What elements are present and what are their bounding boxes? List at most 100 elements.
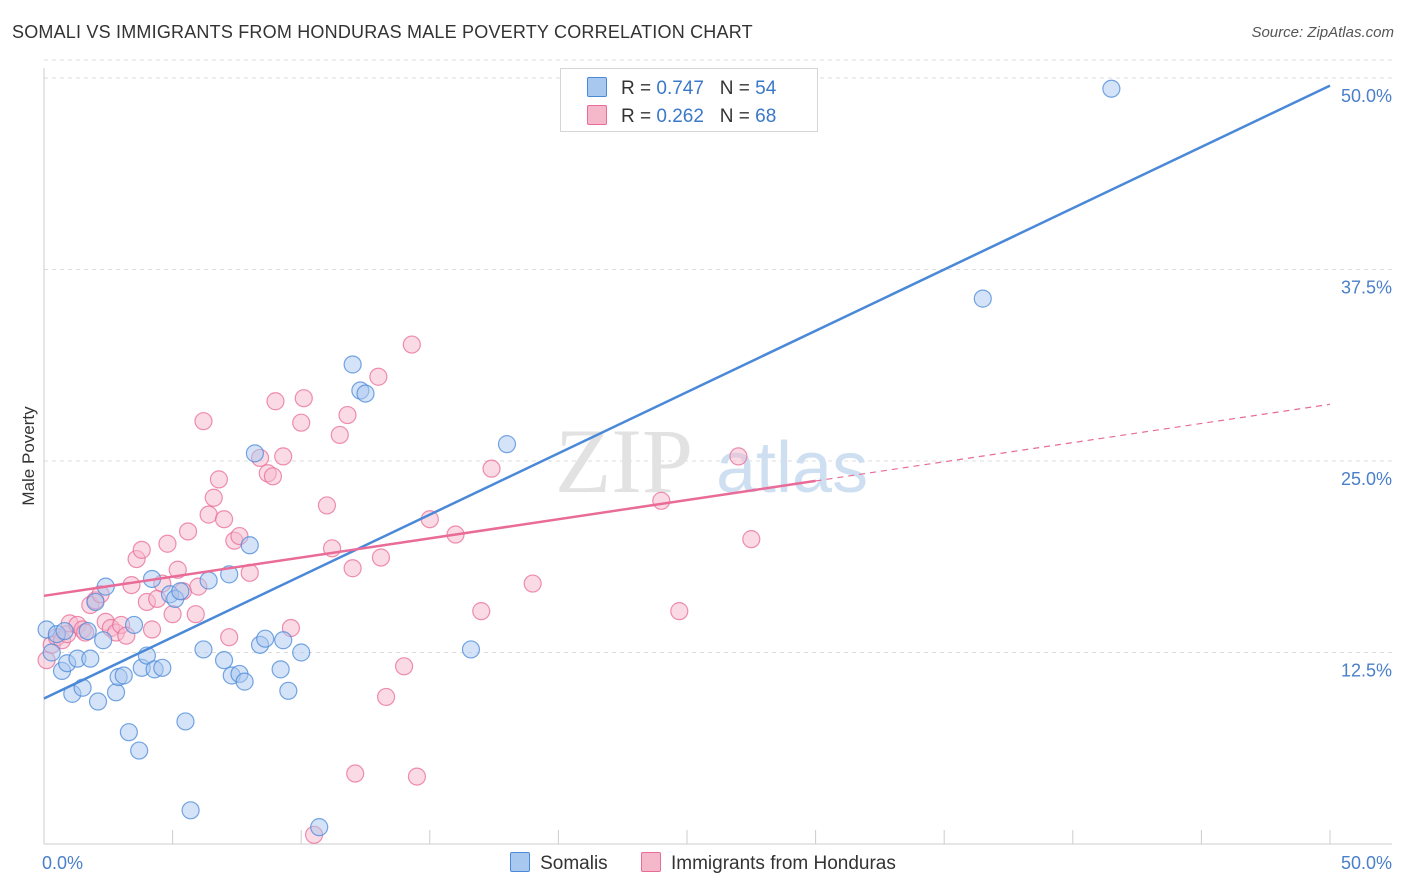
data-point bbox=[369, 367, 388, 386]
trend-line-extension bbox=[815, 403, 1331, 482]
data-point bbox=[81, 649, 100, 668]
data-point bbox=[171, 582, 190, 601]
data-point bbox=[402, 335, 421, 354]
y-axis-label: Male Poverty bbox=[19, 406, 38, 506]
data-point bbox=[245, 444, 265, 463]
data-point bbox=[274, 447, 293, 466]
data-point bbox=[176, 712, 195, 731]
data-point bbox=[240, 536, 259, 555]
data-point bbox=[263, 467, 283, 486]
data-point bbox=[274, 631, 293, 650]
data-point bbox=[523, 574, 542, 593]
data-point bbox=[256, 629, 275, 648]
data-point bbox=[94, 631, 113, 650]
data-point bbox=[292, 413, 311, 432]
data-point bbox=[199, 571, 218, 590]
trend-lines bbox=[43, 84, 1331, 700]
source-credit: Source: ZipAtlas.com bbox=[1251, 24, 1394, 41]
data-point bbox=[292, 643, 311, 662]
data-point bbox=[153, 658, 172, 677]
data-point bbox=[472, 602, 491, 621]
data-point bbox=[346, 764, 365, 783]
x-tick-label: 0.0% bbox=[42, 853, 83, 873]
legend-item-honduras: Immigrants from Honduras bbox=[640, 852, 896, 875]
data-point bbox=[106, 683, 126, 702]
data-point bbox=[729, 447, 748, 466]
tick-labels: 12.5% 25.0% 37.5% 50.0% 0.0% 50.0% bbox=[42, 86, 1392, 873]
data-point bbox=[142, 620, 162, 639]
data-point bbox=[1102, 79, 1121, 98]
watermark: ZIP atlas bbox=[555, 410, 868, 512]
data-point bbox=[394, 657, 414, 676]
data-point bbox=[376, 687, 396, 707]
data-point bbox=[294, 389, 313, 408]
data-point bbox=[310, 818, 329, 837]
data-point bbox=[78, 621, 97, 641]
data-point bbox=[652, 491, 671, 510]
data-point bbox=[356, 384, 375, 403]
data-point bbox=[124, 615, 144, 635]
legend: R = 0.747 N = 54 R = 0.262 N = 68 bbox=[560, 68, 818, 132]
data-point bbox=[209, 470, 228, 489]
data-point bbox=[279, 681, 298, 700]
data-point bbox=[178, 522, 198, 541]
data-point bbox=[158, 534, 177, 553]
legend-n-value: 68 bbox=[755, 106, 777, 127]
data-point bbox=[194, 640, 213, 659]
data-point bbox=[742, 530, 761, 549]
data-point bbox=[670, 602, 689, 621]
data-point bbox=[338, 405, 357, 425]
data-point bbox=[330, 425, 349, 445]
data-point bbox=[194, 412, 213, 431]
data-point bbox=[204, 488, 223, 507]
data-point bbox=[199, 505, 218, 524]
data-point bbox=[497, 435, 517, 454]
data-point bbox=[317, 496, 337, 515]
legend-swatch-honduras bbox=[587, 105, 607, 125]
watermark-zip: ZIP bbox=[555, 410, 693, 512]
data-point bbox=[132, 540, 151, 559]
legend-r-value: 0.262 bbox=[656, 106, 704, 127]
data-point bbox=[371, 548, 391, 567]
data-point bbox=[461, 640, 481, 659]
grid-lines bbox=[44, 59, 1392, 653]
bottom-legend: Somalis Immigrants from Honduras bbox=[0, 852, 1406, 875]
axes bbox=[43, 68, 1392, 845]
data-point bbox=[343, 355, 362, 374]
data-points bbox=[37, 79, 1121, 844]
trend-line bbox=[43, 84, 1331, 700]
data-point bbox=[181, 801, 200, 820]
data-point bbox=[266, 392, 285, 411]
legend-n-value: 54 bbox=[755, 78, 777, 99]
y-tick-label: 37.5% bbox=[1341, 278, 1392, 298]
legend-item-somalis: Somalis bbox=[510, 852, 608, 875]
data-point bbox=[122, 575, 141, 595]
data-point bbox=[163, 605, 182, 624]
data-point bbox=[88, 692, 108, 711]
y-tick-label: 50.0% bbox=[1341, 86, 1392, 106]
data-point bbox=[130, 741, 149, 760]
data-point bbox=[119, 723, 138, 742]
data-point bbox=[214, 651, 234, 670]
data-point bbox=[220, 628, 239, 647]
data-point bbox=[42, 643, 61, 662]
y-tick-label: 25.0% bbox=[1341, 469, 1392, 489]
data-point bbox=[86, 592, 105, 612]
data-point bbox=[186, 605, 205, 624]
data-point bbox=[55, 621, 74, 641]
chart-title: SOMALI VS IMMIGRANTS FROM HONDURAS MALE … bbox=[12, 22, 753, 42]
trend-line bbox=[43, 479, 816, 598]
legend-row-honduras: R = 0.262 N = 68 bbox=[587, 105, 776, 128]
watermark-atlas: atlas bbox=[716, 428, 868, 508]
data-point bbox=[482, 459, 501, 478]
data-point bbox=[973, 289, 992, 308]
data-point bbox=[114, 666, 133, 685]
legend-row-somalis: R = 0.747 N = 54 bbox=[587, 77, 776, 100]
data-point bbox=[214, 510, 234, 529]
y-tick-label: 12.5% bbox=[1341, 661, 1392, 681]
data-point bbox=[343, 559, 362, 578]
data-point bbox=[407, 767, 427, 786]
data-point bbox=[235, 672, 254, 691]
legend-r-value: 0.747 bbox=[656, 78, 704, 99]
